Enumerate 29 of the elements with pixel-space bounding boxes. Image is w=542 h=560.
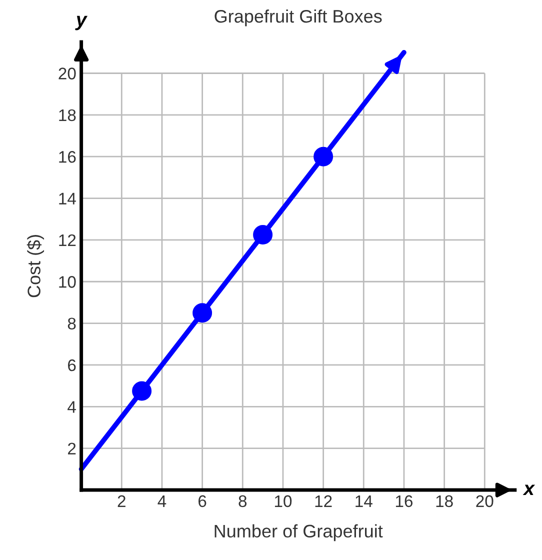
x-tick-label: 6 (198, 495, 206, 508)
y-tick-label: 8 (68, 318, 76, 330)
y-tick-label: 12 (59, 234, 76, 246)
x-axis-title: Number of Grapefruit (214, 524, 383, 542)
y-tick-label: 2 (68, 442, 76, 454)
point (253, 224, 273, 244)
point (192, 303, 212, 323)
y-tick-label: 6 (68, 359, 76, 372)
x-tick-label: 14 (356, 495, 372, 507)
y-tick-label: 4 (68, 401, 76, 413)
x-tick-label: 2 (118, 495, 126, 507)
x-tick-label: 16 (396, 495, 413, 508)
x-tick-label: 8 (238, 495, 247, 508)
x-tick-label: 18 (436, 495, 453, 508)
y-tick-label: 14 (59, 192, 76, 204)
point (314, 146, 334, 166)
y-axis-title: Cost ($) (26, 235, 44, 298)
text: y (75, 16, 88, 30)
y-tick-label: 20 (58, 68, 76, 80)
x-tick-label: 4 (158, 495, 166, 507)
chart-title: Grapefruit Gift Boxes (214, 9, 382, 26)
y-tick-label: 10 (59, 276, 76, 288)
x-tick-label: 10 (274, 495, 292, 508)
x-tick-label: 20 (476, 495, 494, 508)
point (132, 381, 152, 401)
y-tick-label: 18 (59, 109, 76, 122)
text: x (522, 484, 536, 496)
y-tick-label: 16 (59, 151, 76, 163)
x-tick-label: 12 (315, 495, 332, 507)
